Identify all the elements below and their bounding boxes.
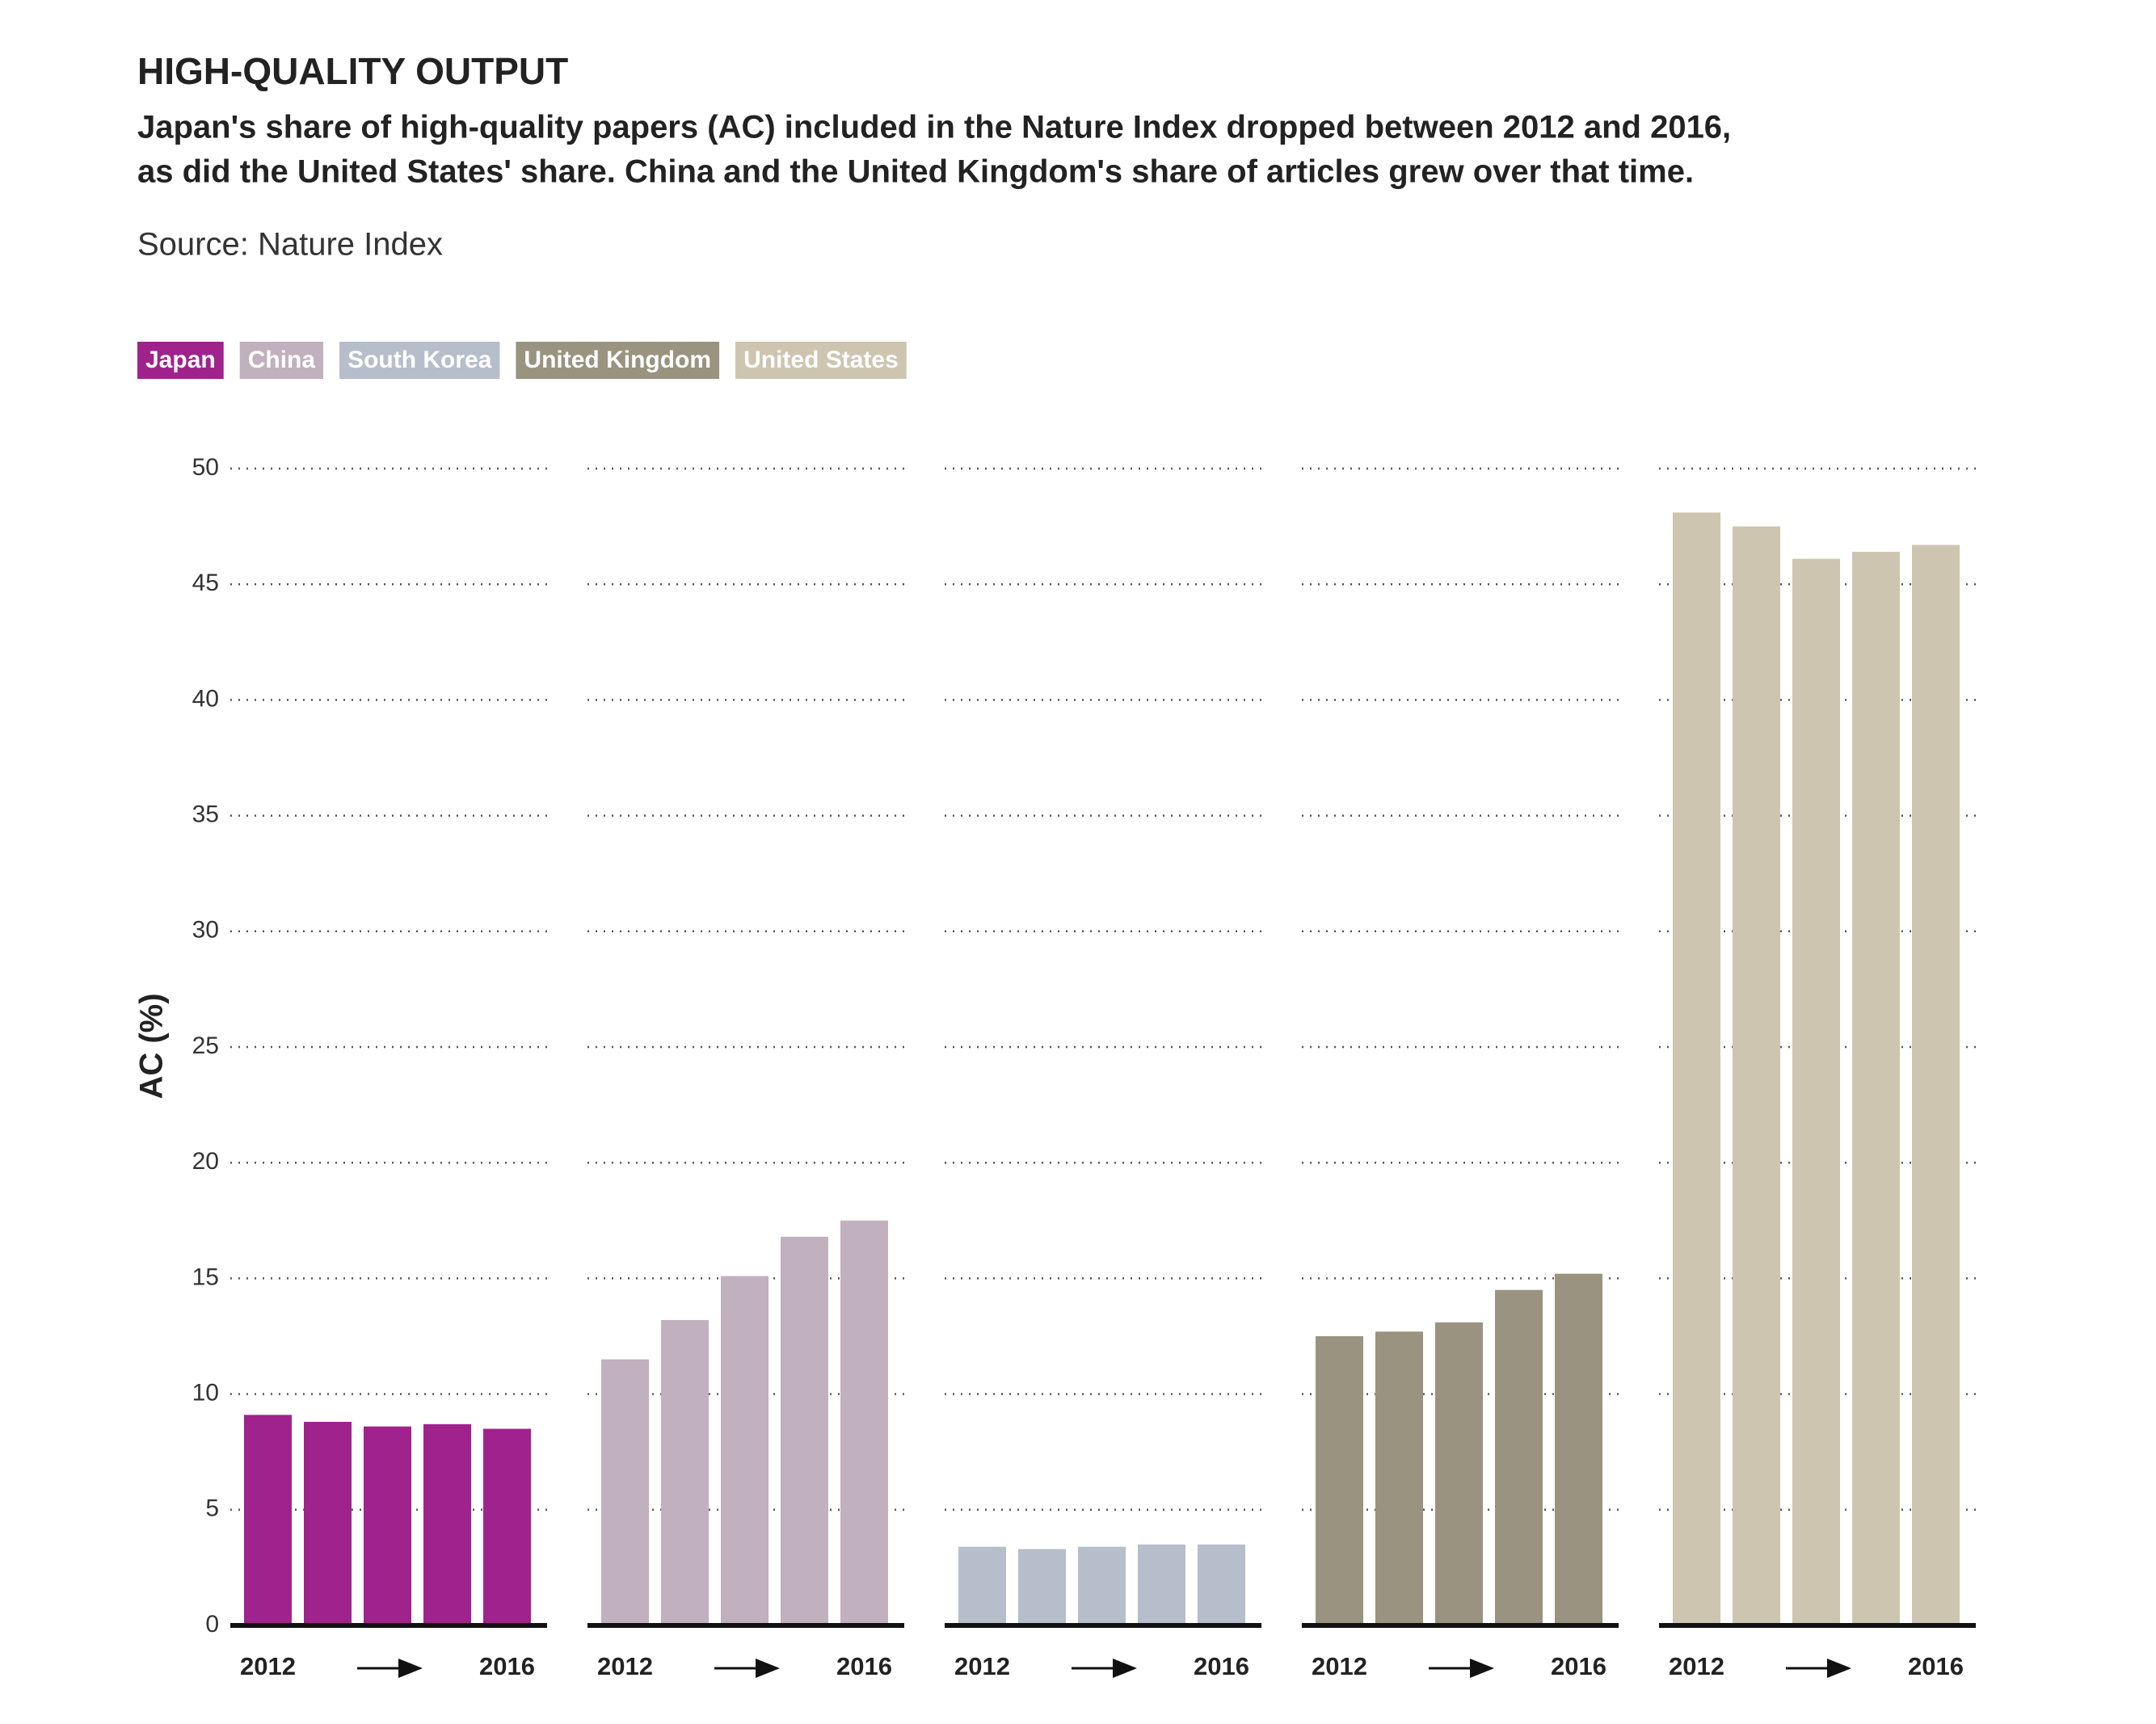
- bar: [1733, 526, 1780, 1625]
- legend-label: United Kingdom: [524, 347, 711, 373]
- y-tick-label: 15: [192, 1264, 219, 1290]
- y-axis-label: AC (%): [134, 993, 170, 1099]
- legend-label: South Korea: [347, 347, 492, 373]
- legend-label: Japan: [145, 347, 216, 373]
- bar: [958, 1546, 1006, 1625]
- y-tick-label: 5: [205, 1495, 219, 1522]
- bar: [781, 1236, 828, 1625]
- legend-swatch: [735, 342, 907, 379]
- bar: [1078, 1546, 1126, 1625]
- bar: [244, 1415, 292, 1625]
- legend-swatch: [239, 342, 324, 379]
- bar: [1852, 552, 1900, 1625]
- bar: [1138, 1544, 1185, 1625]
- bar: [1316, 1336, 1363, 1625]
- bar: [1375, 1331, 1423, 1625]
- bar: [423, 1423, 471, 1625]
- bar: [1555, 1273, 1602, 1625]
- y-tick-label: 45: [192, 570, 219, 596]
- bar: [601, 1359, 649, 1625]
- x-tick-label: 2016: [1908, 1652, 1964, 1680]
- x-tick-label: 2012: [1312, 1652, 1367, 1680]
- x-tick-label: 2016: [1551, 1652, 1606, 1680]
- legend-label: China: [248, 347, 316, 373]
- bar: [1198, 1544, 1245, 1625]
- bar: [1018, 1549, 1066, 1625]
- bar: [721, 1276, 768, 1625]
- chart-title: HIGH-QUALITY OUTPUT: [137, 50, 568, 92]
- bar: [1792, 558, 1840, 1625]
- bar: [661, 1319, 709, 1625]
- bar: [1673, 512, 1720, 1625]
- bar: [364, 1426, 411, 1625]
- y-tick-label: 30: [192, 917, 219, 944]
- y-tick-label: 35: [192, 801, 219, 828]
- x-tick-label: 2012: [597, 1652, 653, 1680]
- y-tick-label: 10: [192, 1380, 219, 1407]
- bar: [1495, 1289, 1543, 1625]
- x-tick-label: 2012: [1669, 1652, 1724, 1680]
- legend-swatch: [339, 342, 500, 379]
- subtitle: Japan's share of high-quality papers (AC…: [137, 110, 1731, 145]
- legend-swatch: [137, 342, 224, 379]
- x-tick-label: 2016: [836, 1652, 892, 1680]
- legend-label: United States: [743, 347, 899, 373]
- bar: [840, 1220, 888, 1625]
- bar: [304, 1421, 352, 1625]
- bar: [483, 1428, 531, 1625]
- x-tick-label: 2016: [1194, 1652, 1249, 1680]
- y-tick-label: 25: [192, 1032, 219, 1059]
- legend-swatch: [516, 342, 720, 379]
- x-tick-label: 2012: [240, 1652, 296, 1680]
- bar: [1912, 545, 1960, 1626]
- y-tick-label: 0: [205, 1611, 219, 1638]
- y-tick-label: 20: [192, 1148, 219, 1175]
- y-tick-label: 50: [192, 454, 219, 481]
- x-tick-label: 2012: [954, 1652, 1010, 1680]
- subtitle: as did the United States' share. China a…: [137, 154, 1694, 190]
- x-tick-label: 2016: [479, 1652, 535, 1680]
- source: Source: Nature Index: [137, 227, 443, 263]
- y-tick-label: 40: [192, 685, 219, 712]
- bar: [1435, 1322, 1483, 1625]
